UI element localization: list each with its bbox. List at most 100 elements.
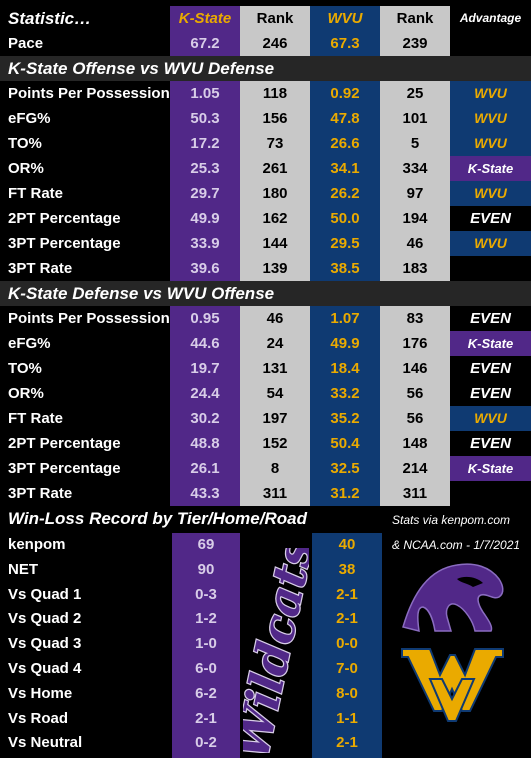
advantage-badge: WVU	[450, 106, 531, 131]
wvu-rank: 334	[380, 156, 450, 181]
section-offense-title: K-State Offense vs WVU Defense	[0, 56, 531, 81]
wvu-rank: 56	[380, 406, 450, 431]
pace-wvu-rank: 239	[380, 31, 450, 56]
wvu-rank: 97	[380, 181, 450, 206]
kstate-rank: 24	[240, 331, 310, 356]
kstate-value: 44.6	[170, 331, 240, 356]
header-statistic: Statistic…	[8, 9, 92, 28]
record-kstate-value: 0-2	[172, 731, 240, 757]
pace-wvu: 67.3	[310, 31, 380, 56]
kstate-value: 33.9	[170, 231, 240, 256]
wvu-rank: 194	[380, 206, 450, 231]
wvu-value: 47.8	[310, 106, 380, 131]
record-label: Vs Road	[8, 709, 69, 727]
kstate-rank: 311	[240, 481, 310, 506]
advantage-badge: EVEN	[470, 385, 511, 402]
stat-label: 3PT Percentage	[8, 460, 121, 477]
wvu-value: 1.07	[310, 306, 380, 331]
wvu-value: 50.4	[310, 431, 380, 456]
stat-label: 2PT Percentage	[8, 210, 121, 227]
stat-label: TO%	[8, 135, 42, 152]
section-defense-table: Points Per Possession 0.95 46 1.07 83 EVEN eFG…	[0, 306, 531, 506]
record-label: Vs Quad 1	[8, 585, 82, 603]
stat-label: FT Rate	[8, 410, 64, 427]
kstate-value: 30.2	[170, 406, 240, 431]
kstate-rank: 73	[240, 131, 310, 156]
kstate-rank: 144	[240, 231, 310, 256]
record-wvu-value: 2-1	[312, 582, 382, 608]
kstate-rank: 152	[240, 431, 310, 456]
record-wvu-value: 1-1	[312, 706, 382, 732]
section-defense-title: K-State Defense vs WVU Offense	[0, 281, 531, 306]
wvu-rank: 101	[380, 106, 450, 131]
record-kstate-value: 1-0	[172, 632, 240, 657]
wvu-value: 31.2	[310, 481, 380, 506]
wvu-rank: 25	[380, 81, 450, 106]
kstate-value: 39.6	[170, 256, 240, 281]
kstate-rank: 131	[240, 356, 310, 381]
wvu-value: 33.2	[310, 381, 380, 406]
record-wvu-column: 40 38 2-1 2-1 0-0 7-0 8-0 1-1 2-1	[312, 533, 382, 758]
wvu-value: 35.2	[310, 406, 380, 431]
kstate-value: 19.7	[170, 356, 240, 381]
advantage-badge: WVU	[450, 231, 531, 256]
kstate-value: 48.8	[170, 431, 240, 456]
stat-label: OR%	[8, 385, 44, 402]
kstate-rank: 46	[240, 306, 310, 331]
flying-wv-logo-icon	[401, 648, 504, 722]
wvu-value: 18.4	[310, 356, 380, 381]
wvu-rank: 46	[380, 231, 450, 256]
wvu-value: 26.2	[310, 181, 380, 206]
record-wvu-value: 2-1	[312, 607, 382, 633]
kstate-rank: 118	[240, 81, 310, 106]
section-offense-table: Points Per Possession 1.05 118 0.92 25 WVU eFG…	[0, 81, 531, 281]
advantage-badge: WVU	[450, 406, 531, 431]
wvu-rank: 5	[380, 131, 450, 156]
record-kstate-value: 6-2	[172, 681, 240, 707]
wildcats-script-text: Wildcats	[243, 548, 309, 753]
kstate-value: 17.2	[170, 131, 240, 156]
pace-kstate: 67.2	[170, 31, 240, 56]
kstate-rank: 156	[240, 106, 310, 131]
advantage-badge: WVU	[450, 81, 531, 106]
kstate-value: 29.7	[170, 181, 240, 206]
header-rank-kstate: Rank	[240, 6, 310, 31]
advantage-badge: EVEN	[470, 310, 511, 327]
pace-label: Pace	[8, 35, 44, 52]
wvu-rank: 214	[380, 456, 450, 481]
kstate-rank: 261	[240, 156, 310, 181]
stat-label: 3PT Rate	[8, 485, 73, 502]
wvu-rank: 148	[380, 431, 450, 456]
stat-label: FT Rate	[8, 185, 64, 202]
header-row: Statistic… K-State Rank WVU Rank Advanta…	[0, 6, 531, 31]
credit-line-2: & NCAA.com - 1/7/2021	[392, 538, 521, 552]
kstate-rank: 180	[240, 181, 310, 206]
record-wvu-value: 2-1	[312, 731, 382, 757]
record-kstate-value: 69	[172, 533, 240, 558]
wvu-rank: 183	[380, 256, 450, 281]
advantage-badge: K-State	[450, 456, 531, 481]
wvu-value: 49.9	[310, 331, 380, 356]
record-labels: kenpom NET Vs Quad 1 Vs Quad 2 Vs Quad 3 Vs Q…	[0, 533, 170, 756]
kstate-value: 43.3	[170, 481, 240, 506]
wvu-rank: 176	[380, 331, 450, 356]
pace-advantage	[450, 31, 531, 56]
kstate-value: 1.05	[170, 81, 240, 106]
wildcats-script-logo: Wildcats	[243, 548, 309, 753]
record-label: Vs Quad 4	[8, 659, 82, 677]
advantage-badge: WVU	[450, 181, 531, 206]
advantage-badge: WVU	[450, 131, 531, 156]
wvu-rank: 56	[380, 381, 450, 406]
stat-label: TO%	[8, 360, 42, 377]
kstate-value: 24.4	[170, 381, 240, 406]
kstate-rank: 139	[240, 256, 310, 281]
stat-label: 3PT Rate	[8, 260, 73, 277]
stat-label: 2PT Percentage	[8, 435, 121, 452]
section-record-title: Win-Loss Record by Tier/Home/Road	[0, 506, 531, 531]
kstate-rank: 8	[240, 456, 310, 481]
kstate-value: 26.1	[170, 456, 240, 481]
wvu-value: 38.5	[310, 256, 380, 281]
record-kstate-value: 2-1	[172, 706, 240, 732]
advantage-badge: K-State	[450, 156, 531, 181]
wvu-value: 34.1	[310, 156, 380, 181]
